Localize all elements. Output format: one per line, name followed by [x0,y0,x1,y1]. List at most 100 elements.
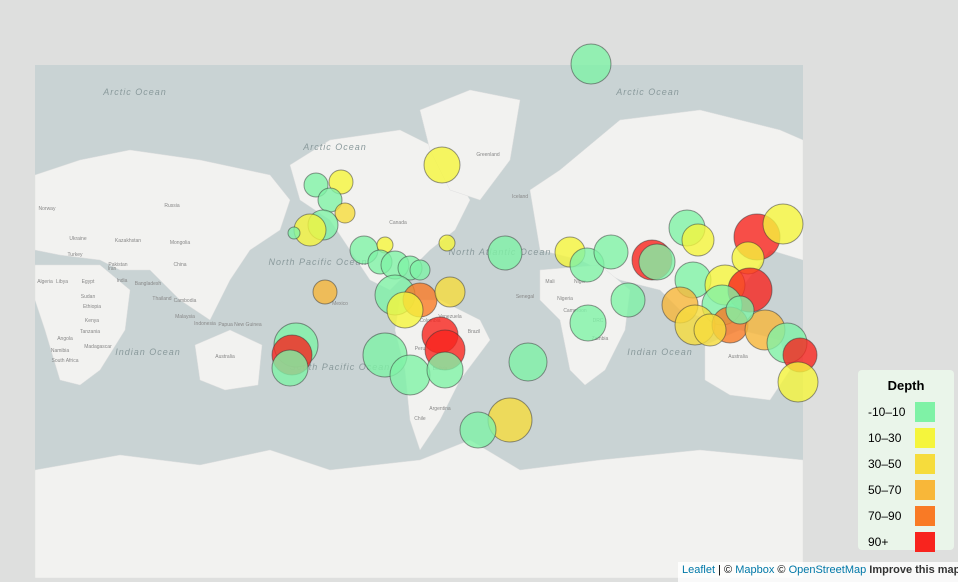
place-label: Papua New Guinea [218,322,262,328]
place-label: Mongolia [170,240,191,246]
earthquake-marker [426,351,464,389]
legend-label: 10–30 [868,431,902,445]
earthquake-marker [334,202,356,224]
place-label: Argentina [429,406,451,412]
separator: | [718,564,721,576]
mapbox-link[interactable]: Mapbox [735,564,775,576]
legend-swatch [915,454,935,474]
earthquake-marker [681,223,715,257]
place-label: Venezuela [438,314,462,320]
place-label: Malaysia [175,314,195,320]
legend-label: 90+ [868,535,889,549]
place-label: Brazil [468,329,481,335]
copyright: © [724,564,733,576]
earthquake-marker [569,304,607,342]
ocean-label: Indian Ocean [627,347,693,357]
land [34,89,804,578]
legend-item: 10–30 [858,425,954,451]
legend-item: 50–70 [858,477,954,503]
place-label: Peru [415,346,426,352]
place-label: Niger [574,279,586,285]
earthquake-marker [434,276,466,308]
legend-item: -10–10 [858,399,954,425]
place-label: Libya [56,279,68,285]
place-label: Iran [108,266,117,272]
improve-link[interactable]: Improve this map [869,564,958,576]
place-label: Australia [728,354,748,360]
place-label: South Africa [52,358,79,364]
place-label: Ethiopia [83,304,101,310]
legend-swatch [915,480,935,500]
earthquake-marker [271,349,309,387]
place-label: Tanzania [80,329,100,335]
place-label: Madagascar [84,344,112,350]
place-label: Mexico [332,301,348,307]
place-label: Norway [39,206,56,212]
ocean-label: Indian Ocean [115,347,181,357]
legend-item: 30–50 [858,451,954,477]
leaflet-link[interactable]: Leaflet [682,564,716,576]
ocean-label: North Pacific Ocean [268,257,367,267]
place-label: Bangladesh [135,281,162,287]
legend: Depth -10–10 10–30 30–50 50–70 70–90 90+ [858,370,954,552]
copyright: © [777,564,786,576]
earthquake-marker [459,411,497,449]
place-label: China [173,262,186,268]
legend-label: 70–90 [868,509,902,523]
place-label: Kazakhstan [115,238,141,244]
earthquake-marker [389,354,431,396]
place-label: Canada [389,220,407,226]
place-label: Greenland [476,152,500,158]
place-label: Ukraine [69,236,86,242]
place-label: Zambia [592,336,609,342]
place-label: Iceland [512,194,528,200]
place-label: Senegal [516,294,534,300]
legend-swatch [915,506,935,526]
earthquake-marker [638,243,676,281]
earthquake-marker [423,146,461,184]
place-label: Nigeria [557,296,573,302]
earthquake-marker [328,169,354,195]
ocean-label: Arctic Ocean [615,87,680,97]
earthquake-marker [762,203,804,245]
ocean-label: South Pacific Ocean [290,362,391,372]
place-label: Indonesia [194,321,216,327]
legend-swatch [915,428,935,448]
place-label: Kenya [85,318,99,324]
place-label: Pakistan [108,262,127,268]
earthquake-marker [593,234,629,270]
place-label: Algeria [37,279,53,285]
earthquake-marker [438,234,456,252]
place-label: India [117,278,128,284]
place-label: Cambodia [174,298,197,304]
legend-swatch [915,402,935,422]
earthquake-marker [570,43,612,85]
legend-swatch [915,532,935,552]
earthquake-marker [409,259,431,281]
legend-item: 70–90 [858,503,954,529]
ocean-label: Arctic Ocean [302,142,367,152]
place-label: Australia [215,354,235,360]
place-label: Turkey [67,252,83,258]
osm-link[interactable]: OpenStreetMap [788,564,867,576]
place-label: Thailand [152,296,171,302]
earthquake-marker [287,226,301,240]
legend-label: 50–70 [868,483,902,497]
earthquake-marker [777,361,819,403]
place-label: Angola [57,336,73,342]
earthquake-marker [610,282,646,318]
earthquake-marker [487,235,523,271]
earthquake-marker [725,295,755,325]
place-label: Namibia [51,348,70,354]
attribution: Leaflet | © Mapbox © OpenStreetMap Impro… [678,562,958,582]
legend-label: 30–50 [868,457,902,471]
place-label: Russia [164,203,180,209]
ocean-label: Arctic Ocean [102,87,167,97]
legend-item: 90+ [858,529,954,555]
earthquake-marker [693,313,727,347]
place-label: Chile [414,416,426,422]
place-label: Sudan [81,294,96,300]
legend-label: -10–10 [868,405,906,419]
